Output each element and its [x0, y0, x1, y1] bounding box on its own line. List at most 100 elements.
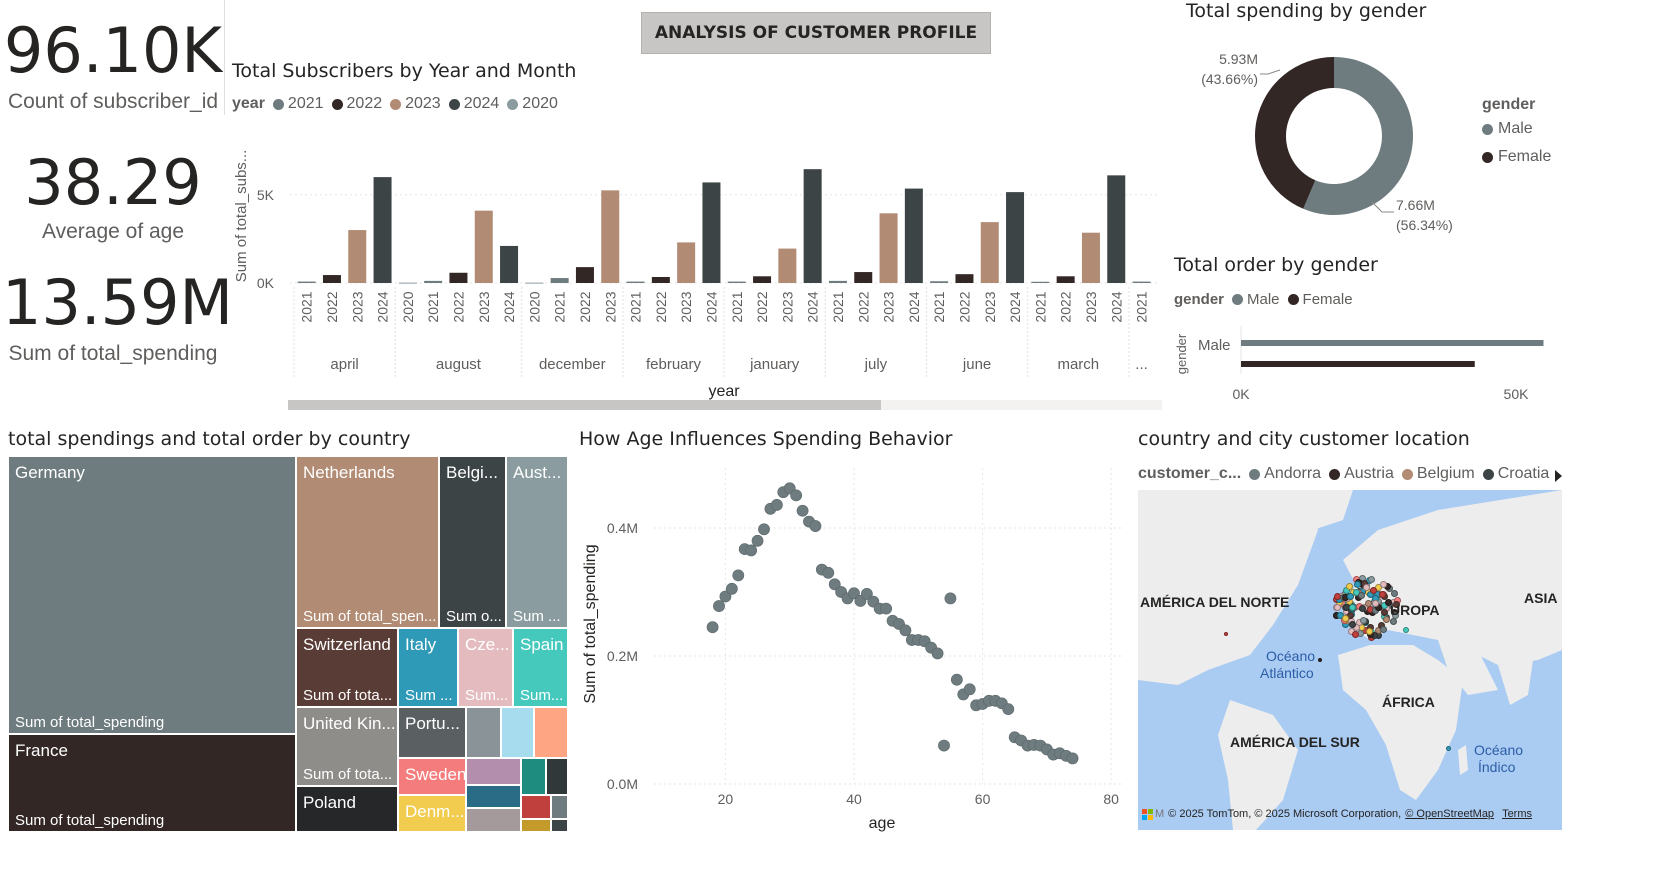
treemap-tile-belgium[interactable]: Belgi... Sum o...	[439, 456, 506, 628]
map-point[interactable]	[1379, 625, 1387, 633]
treemap-tile-small[interactable]	[551, 795, 568, 819]
map-point[interactable]	[1392, 601, 1400, 609]
treemap-tile-netherlands[interactable]: Netherlands Sum of total_spen...	[296, 456, 439, 628]
map-point[interactable]	[1378, 591, 1386, 599]
subscribers-chart[interactable]: Total Subscribers by Year and Month year…	[228, 56, 1168, 416]
treemap-tile-small[interactable]	[521, 795, 551, 819]
treemap-tile-germany[interactable]: Germany Sum of total_spending	[8, 456, 296, 734]
treemap-tile-sweden[interactable]: Sweden	[398, 758, 466, 795]
map-point[interactable]	[1366, 627, 1374, 635]
treemap-tile-small[interactable]	[521, 758, 546, 795]
treemap-tile-small[interactable]	[466, 808, 521, 832]
map-point[interactable]	[1358, 591, 1366, 599]
map-point[interactable]	[1368, 575, 1376, 583]
kpi-card-subscribers[interactable]: 96.10K Count of subscriber_id	[2, 0, 225, 115]
legend-item-croatia[interactable]: Croatia	[1482, 465, 1549, 483]
x-tick-label: 2024	[805, 291, 821, 322]
treemap[interactable]: Germany Sum of total_spending France Sum o…	[8, 456, 568, 832]
treemap-tile-small[interactable]	[534, 707, 568, 758]
map-point[interactable]	[1341, 615, 1349, 623]
legend-item-male[interactable]: Male	[1482, 120, 1551, 138]
map-point[interactable]	[1384, 599, 1392, 607]
age-spending-scatter[interactable]: How Age Influences Spending Behavior 0.4…	[574, 428, 1130, 834]
legend-item-2022[interactable]: 2022	[331, 95, 382, 113]
kpi-card-spending[interactable]: 13.59M Sum of total_spending	[2, 262, 233, 372]
map-point[interactable]	[1334, 604, 1342, 612]
map-point[interactable]	[1379, 580, 1387, 588]
map-point[interactable]	[1364, 599, 1372, 607]
map-point[interactable]	[1346, 582, 1354, 590]
treemap-tile-denmark[interactable]: Denm...	[398, 795, 466, 832]
map-point[interactable]	[1348, 621, 1356, 629]
map-point[interactable]	[1369, 587, 1377, 595]
map-point[interactable]	[1224, 632, 1228, 636]
map-label-south-america: AMÉRICA DEL SUR	[1230, 734, 1360, 750]
treemap-tile-portugal[interactable]: Portu...	[398, 707, 466, 758]
legend-item-andorra[interactable]: Andorra	[1249, 465, 1321, 483]
tile-sub-label: Sum of total_spending	[15, 812, 165, 829]
legend-item-male[interactable]: Male	[1232, 291, 1280, 308]
spending-gender-chart[interactable]: Total spending by gender 7.66M (56.34%) 5.…	[1180, 0, 1560, 250]
openstreetmap-link[interactable]: © OpenStreetMap	[1405, 808, 1495, 820]
map-point[interactable]	[1392, 611, 1400, 619]
bar-female	[1241, 361, 1475, 367]
map-point[interactable]	[1318, 658, 1322, 662]
map-point[interactable]	[1389, 617, 1397, 625]
map-point[interactable]	[1362, 583, 1370, 591]
bar	[828, 280, 847, 283]
map-point[interactable]	[1333, 593, 1341, 601]
map-point[interactable]	[1347, 592, 1355, 600]
map-point[interactable]	[1358, 605, 1366, 613]
scatter-point	[751, 534, 764, 547]
terms-link[interactable]: Terms	[1502, 808, 1533, 820]
tile-label: France	[15, 741, 68, 760]
treemap-tile-switzerland[interactable]: Switzerland Sum of tota...	[296, 628, 398, 707]
tile-label: Italy	[405, 635, 437, 654]
legend-item-2023[interactable]: 2023	[390, 95, 441, 113]
treemap-tile-italy[interactable]: Italy Sum ...	[398, 628, 458, 707]
treemap-tile-small[interactable]	[521, 819, 551, 832]
legend-item-austria[interactable]: Austria	[1329, 465, 1394, 483]
bar	[955, 274, 974, 283]
treemap-tile-czech[interactable]: Cze... Sum...	[458, 628, 513, 707]
horizontal-scrollbar-thumb[interactable]	[288, 400, 881, 410]
legend-item-2024[interactable]: 2024	[448, 95, 499, 113]
map-point[interactable]	[1353, 580, 1361, 588]
treemap-tile-small[interactable]	[501, 707, 534, 758]
order-gender-chart[interactable]: Total order by gender gender Male Female…	[1170, 254, 1560, 414]
map-point[interactable]	[1375, 603, 1383, 611]
map-point[interactable]	[1348, 627, 1355, 635]
map-point[interactable]	[1383, 616, 1391, 624]
legend-item-2021[interactable]: 2021	[272, 95, 324, 113]
donut-slice-female	[1255, 57, 1334, 209]
map-point[interactable]	[1360, 616, 1368, 624]
treemap-tile-austria[interactable]: Aust... Sum ...	[506, 456, 568, 628]
treemap-tile-spain[interactable]: Spain Sum...	[513, 628, 568, 707]
legend-item-belgium[interactable]: Belgium	[1401, 465, 1475, 483]
x-tick-label: 60	[975, 791, 991, 807]
treemap-tile-united-kingdom[interactable]: United Kin... Sum of tota...	[296, 707, 398, 786]
x-tick-label: 2023	[349, 291, 365, 322]
treemap-tile-small[interactable]	[466, 785, 521, 808]
legend-next-arrow-icon[interactable]	[1555, 470, 1562, 482]
land-africa	[1338, 645, 1463, 800]
kpi-card-age[interactable]: 38.29 Average of age	[2, 140, 224, 245]
treemap-tile-france[interactable]: France Sum of total_spending	[8, 734, 296, 832]
treemap-tile-small[interactable]	[466, 758, 521, 785]
legend-item-2020[interactable]: 2020	[507, 95, 558, 113]
map-point[interactable]	[1381, 608, 1389, 616]
legend-item-female[interactable]: Female	[1482, 148, 1551, 166]
treemap-tile-small[interactable]	[551, 819, 568, 832]
map-point[interactable]	[1351, 631, 1359, 639]
horizontal-scrollbar-track[interactable]	[288, 400, 1162, 410]
map-point[interactable]	[1390, 590, 1398, 598]
map-point[interactable]	[1349, 604, 1357, 612]
map-point[interactable]	[1403, 627, 1409, 633]
map-canvas[interactable]: AMÉRICA DEL NORTE UROPA ASIA Océano Atlá…	[1138, 490, 1562, 830]
map-point[interactable]	[1445, 745, 1451, 751]
customer-location-map-visual[interactable]: country and city customer location custo…	[1136, 428, 1564, 834]
treemap-tile-small[interactable]	[466, 707, 501, 758]
treemap-tile-small[interactable]	[546, 758, 568, 795]
legend-item-female[interactable]: Female	[1287, 291, 1353, 308]
treemap-tile-poland[interactable]: Poland	[296, 786, 398, 832]
